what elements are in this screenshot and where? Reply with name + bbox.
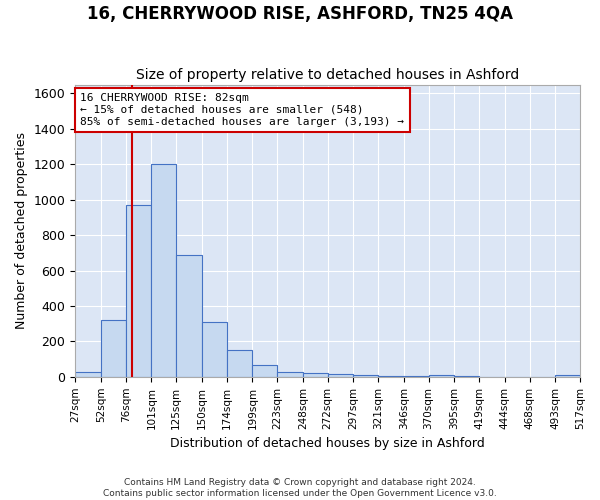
Bar xyxy=(428,376,454,377)
Bar xyxy=(101,320,125,377)
X-axis label: Distribution of detached houses by size in Ashford: Distribution of detached houses by size … xyxy=(170,437,485,450)
Bar xyxy=(328,374,353,377)
Bar xyxy=(202,322,227,377)
Bar xyxy=(555,376,580,377)
Bar xyxy=(277,372,303,377)
Bar xyxy=(378,376,404,377)
Y-axis label: Number of detached properties: Number of detached properties xyxy=(15,132,28,329)
Bar xyxy=(151,164,176,377)
Bar xyxy=(176,254,202,377)
Bar xyxy=(227,350,253,377)
Text: 16, CHERRYWOOD RISE, ASHFORD, TN25 4QA: 16, CHERRYWOOD RISE, ASHFORD, TN25 4QA xyxy=(87,5,513,23)
Bar xyxy=(353,375,378,377)
Bar xyxy=(404,376,428,377)
Text: 16 CHERRYWOOD RISE: 82sqm
← 15% of detached houses are smaller (548)
85% of semi: 16 CHERRYWOOD RISE: 82sqm ← 15% of detac… xyxy=(80,94,404,126)
Bar xyxy=(303,374,328,377)
Bar xyxy=(75,372,101,377)
Bar xyxy=(253,366,277,377)
Bar xyxy=(125,205,151,377)
Title: Size of property relative to detached houses in Ashford: Size of property relative to detached ho… xyxy=(136,68,519,82)
Text: Contains HM Land Registry data © Crown copyright and database right 2024.
Contai: Contains HM Land Registry data © Crown c… xyxy=(103,478,497,498)
